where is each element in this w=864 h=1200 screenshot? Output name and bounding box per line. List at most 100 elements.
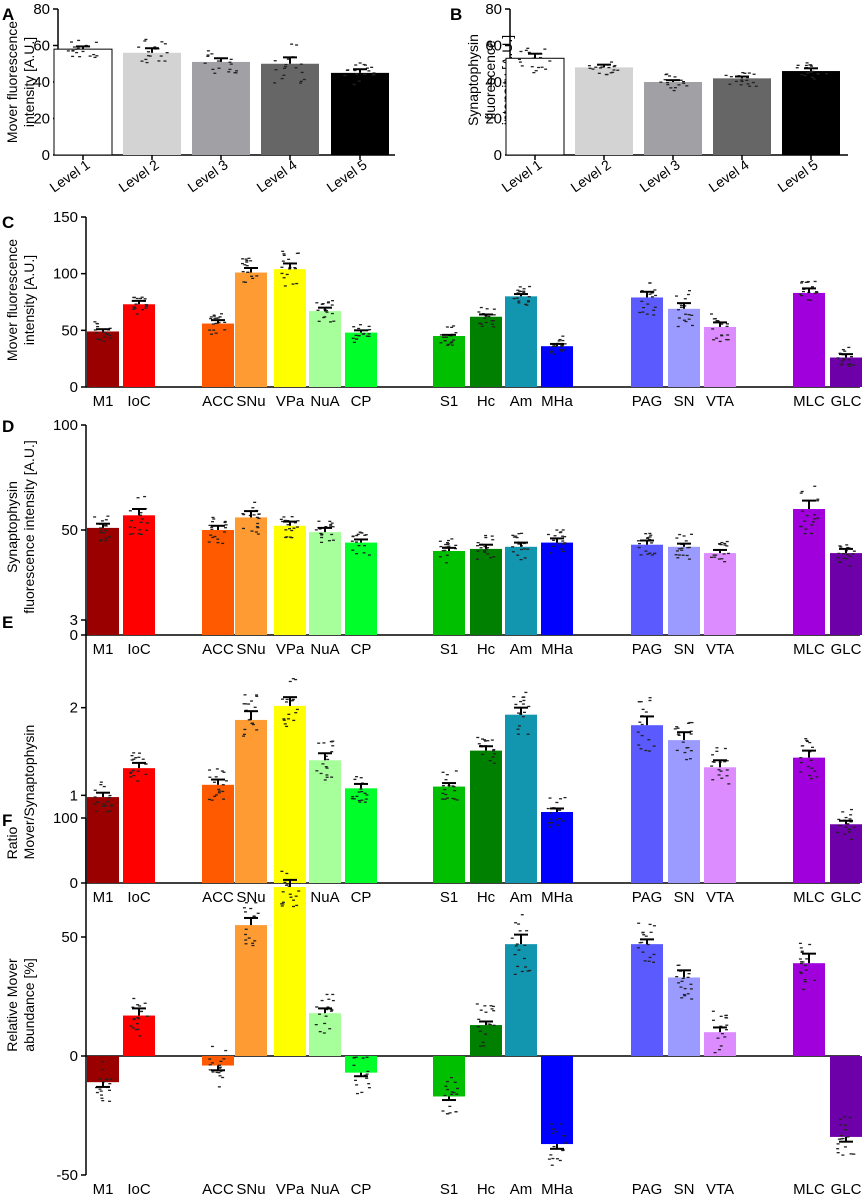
- bar-c-acc: [202, 323, 234, 387]
- bar-c-vpa: [274, 269, 306, 387]
- x-tick-label-c-sn: SN: [674, 393, 695, 410]
- x-tick-label-d-glc: GLC: [831, 641, 862, 658]
- x-tick-label-e-glc: GLC: [831, 889, 862, 906]
- x-tick-label-f-pag: PAG: [632, 1181, 663, 1198]
- bar-d-am: [505, 546, 537, 635]
- x-tick-label-c-mha: MHa: [541, 393, 573, 410]
- bar-e-cp: [345, 788, 377, 883]
- bar-a-level-1: [53, 48, 113, 156]
- x-tick-label-d-ioc: IoC: [127, 641, 151, 658]
- bar-e-snu: [235, 719, 267, 883]
- ylabel-d-line1: Synaptophysin: [4, 481, 20, 573]
- y-tick-label-b: 40: [485, 74, 502, 91]
- bar-a-level-3: [192, 61, 250, 155]
- x-tick-label-d-vta: VTA: [706, 641, 734, 658]
- bar-f-mha: [541, 1056, 573, 1145]
- y-tick-label-a: 80: [33, 1, 50, 18]
- y-tick-label-b: 20: [485, 111, 502, 128]
- x-tick-label-f-vta: VTA: [706, 1181, 734, 1198]
- x-tick-label-e-acc: ACC: [202, 889, 234, 906]
- x-tick-label-a-level-2: Level 2: [116, 156, 162, 195]
- x-tick-label-e-am: Am: [510, 889, 533, 906]
- bar-e-am: [505, 714, 537, 883]
- y-tick-label-c: 150: [53, 209, 78, 226]
- bar-b-level-5: [782, 71, 840, 155]
- x-tick-label-f-s1: S1: [440, 1181, 458, 1198]
- x-tick-label-c-snu: SNu: [236, 393, 265, 410]
- y-tick-label-d: 0: [70, 627, 78, 644]
- x-tick-label-f-mha: MHa: [541, 1181, 573, 1198]
- x-tick-label-d-mha: MHa: [541, 641, 573, 658]
- x-tick-label-d-acc: ACC: [202, 641, 234, 658]
- bar-e-s1: [433, 786, 465, 883]
- bar-c-vta: [704, 326, 736, 387]
- x-tick-label-c-s1: S1: [440, 393, 458, 410]
- x-tick-label-c-pag: PAG: [632, 393, 663, 410]
- bar-f-pag: [631, 944, 663, 1056]
- x-tick-label-a-level-5: Level 5: [324, 156, 370, 195]
- bar-d-snu: [235, 517, 267, 635]
- bar-c-m1: [87, 331, 119, 387]
- x-tick-label-f-mlc: MLC: [793, 1181, 825, 1198]
- x-tick-label-f-cp: CP: [351, 1181, 372, 1198]
- x-tick-label-f-hc: Hc: [477, 1181, 496, 1198]
- bar-d-mlc: [793, 509, 825, 635]
- x-tick-label-d-pag: PAG: [632, 641, 663, 658]
- bar-b-level-3: [644, 82, 702, 155]
- bar-d-sn: [668, 546, 700, 635]
- bar-c-cp: [345, 332, 377, 387]
- bar-f-vpa: [274, 887, 306, 1056]
- bar-c-pag: [631, 297, 663, 387]
- panel-label-a: A: [2, 5, 14, 24]
- chart-c-region-mover: 0 50 100 150 M1 IoC ACC SNu VPa NuA CP S1 Hc Am MHa PAG…: [53, 209, 862, 410]
- x-tick-label-b-level-4: Level 4: [706, 156, 752, 195]
- x-tick-label-f-snu: SNu: [236, 1181, 265, 1198]
- x-tick-label-e-mha: MHa: [541, 889, 573, 906]
- x-tick-label-e-cp: CP: [351, 889, 372, 906]
- y-tick-label-a: 0: [42, 147, 50, 164]
- bar-f-s1: [433, 1056, 465, 1097]
- x-tick-label-e-pag: PAG: [632, 889, 663, 906]
- bar-c-hc: [470, 316, 502, 387]
- x-tick-label-e-nua: NuA: [310, 889, 339, 906]
- x-tick-label-d-snu: SNu: [236, 641, 265, 658]
- y-tick-label-f: 0: [70, 1048, 78, 1065]
- x-tick-label-d-m1: M1: [93, 641, 114, 658]
- x-tick-label-e-vta: VTA: [706, 889, 734, 906]
- x-tick-label-c-mlc: MLC: [793, 393, 825, 410]
- chart-d-region-synaptophysin: 0 50 100 M1 IoC ACC SNu VPa NuA CP S1 Hc Am MHa PAG SN V…: [53, 417, 862, 658]
- x-tick-label-d-vpa: VPa: [276, 641, 305, 658]
- ylabel-c-line1: Mover fluorescence: [4, 239, 20, 361]
- x-tick-label-c-m1: M1: [93, 393, 114, 410]
- x-tick-label-a-level-1: Level 1: [47, 156, 93, 195]
- bar-f-nua: [309, 1013, 341, 1056]
- bar-f-acc: [202, 1056, 234, 1066]
- x-tick-label-a-level-4: Level 4: [254, 156, 300, 195]
- bar-f-am: [505, 944, 537, 1056]
- ylabel-a-line1: Mover fluorescence: [4, 21, 20, 143]
- x-tick-label-a-level-3: Level 3: [185, 156, 231, 195]
- bar-e-nua: [309, 760, 341, 883]
- bar-c-sn: [668, 308, 700, 387]
- ylabel-e-line1: Ratio: [4, 826, 20, 859]
- y-tick-label-a: 40: [33, 74, 50, 91]
- bar-e-vta: [704, 767, 736, 883]
- bar-d-cp: [345, 542, 377, 635]
- ylabel-d-line2: fluorescence intensity [A.U.]: [21, 440, 37, 614]
- x-tick-label-e-m1: M1: [93, 889, 114, 906]
- bar-c-nua: [309, 311, 341, 387]
- bar-c-snu: [235, 272, 267, 387]
- bar-d-glc: [830, 553, 862, 635]
- bar-c-mlc: [793, 292, 825, 387]
- x-tick-label-f-vpa: VPa: [276, 1181, 305, 1198]
- x-tick-label-e-snu: SNu: [236, 889, 265, 906]
- bar-d-vpa: [274, 525, 306, 635]
- bar-e-hc: [470, 750, 502, 883]
- y-tick-label-c: 50: [61, 322, 78, 339]
- bar-e-glc: [830, 824, 862, 883]
- ylabel-a-line2: intensity [A.U.]: [21, 37, 37, 127]
- bar-d-ioc: [123, 515, 155, 635]
- y-tick-label-f: 50: [61, 929, 78, 946]
- bar-d-acc: [202, 530, 234, 635]
- x-tick-label-c-vta: VTA: [706, 393, 734, 410]
